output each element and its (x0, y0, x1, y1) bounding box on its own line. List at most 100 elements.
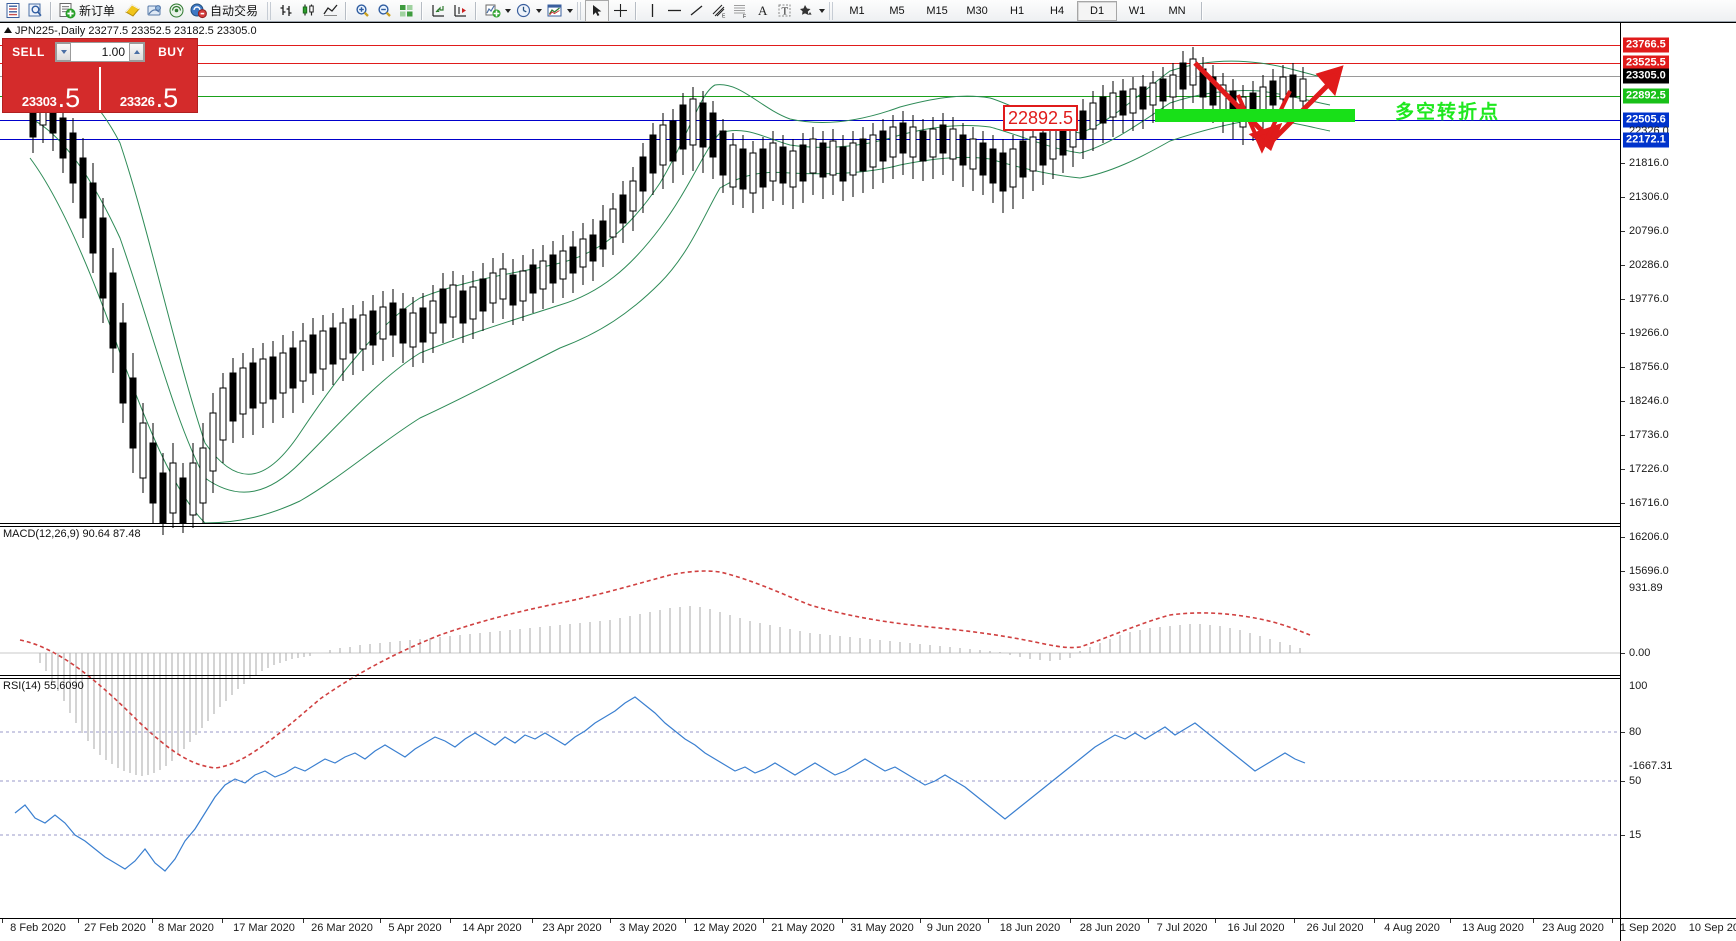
price-tick-19776: 19776.0 (1629, 293, 1669, 305)
macd-tick-zero: 0.00 (1629, 647, 1651, 659)
cursor-icon[interactable] (585, 0, 610, 22)
period-dropdown-caret[interactable] (534, 1, 543, 21)
macd-panel-divider-inner (0, 526, 1736, 527)
indicators-dropdown-caret[interactable] (503, 1, 512, 21)
chart-symbol-label: JPN225-,Daily 23277.5 23352.5 23182.5 23… (4, 25, 257, 37)
period-icon[interactable] (512, 1, 534, 21)
fibonacci-icon[interactable]: F (729, 1, 751, 21)
shapes-dropdown-caret[interactable] (817, 1, 826, 21)
sell-button[interactable]: SELL (12, 45, 45, 59)
date-label-12: 9 Jun 2020 (926, 922, 982, 934)
volume-value[interactable]: 1.00 (101, 45, 125, 59)
buy-price[interactable]: 23326 .5 (101, 65, 197, 112)
date-label-0: 8 Feb 2020 (10, 922, 66, 934)
text-label-icon[interactable]: A (751, 1, 773, 21)
volume-input[interactable]: 1.00 (55, 42, 145, 62)
templates-icon[interactable] (543, 1, 565, 21)
rsi-tick-15: 15 (1629, 829, 1642, 841)
buy-button[interactable]: BUY (158, 45, 185, 59)
axis-tick (380, 919, 381, 923)
trendline-icon[interactable] (685, 1, 707, 21)
resistance-line-2 (0, 63, 1620, 64)
price-axis[interactable]: 23766.5 23525.5 23305.0 22892.5 22505.6 … (1620, 23, 1736, 941)
zoom-out-icon[interactable] (373, 1, 395, 21)
data-window-icon[interactable] (24, 1, 46, 21)
auto-trading-label[interactable]: 自动交易 (210, 4, 259, 18)
sell-price[interactable]: 23303 .5 (3, 65, 99, 112)
toolbar-gripper[interactable] (267, 1, 273, 20)
templates-dropdown-caret[interactable] (565, 1, 574, 21)
toolbar-separator (1201, 1, 1204, 20)
price-tick-18246: 18246.0 (1629, 395, 1669, 407)
macd-tick-min: -1667.31 (1629, 760, 1673, 772)
axis-tick (1621, 571, 1625, 572)
collapse-triangle-icon[interactable] (4, 27, 12, 33)
auto-scroll-icon[interactable] (449, 1, 471, 21)
sell-price-main: 23303 (21, 94, 57, 109)
axis-tick (532, 919, 533, 923)
timeframe-m15[interactable]: M15 (926, 4, 948, 17)
date-label-6: 14 Apr 2020 (462, 922, 522, 934)
timeframe-h4[interactable]: H4 (1050, 4, 1065, 17)
trend-arrow-up (1270, 65, 1344, 143)
date-label-1: 27 Feb 2020 (84, 922, 146, 934)
horizontal-line-icon[interactable] (663, 1, 685, 21)
expert-advisor-icon[interactable] (121, 1, 143, 21)
one-click-trading-panel[interactable]: SELL 1.00 BUY 23303 .5 23326 .5 (2, 38, 198, 113)
macd-panel-divider (0, 523, 1736, 524)
crosshair-icon[interactable] (609, 1, 631, 21)
date-label-10: 21 May 2020 (771, 922, 835, 934)
vertical-line-icon[interactable] (641, 1, 663, 21)
signals-icon[interactable] (165, 1, 187, 21)
chart-window[interactable]: JPN225-,Daily 23277.5 23352.5 23182.5 23… (0, 22, 1736, 941)
svg-text:T: T (781, 6, 788, 18)
timeframe-m30[interactable]: M30 (966, 4, 988, 17)
shift-end-icon[interactable] (427, 1, 449, 21)
toolbar-gripper[interactable] (829, 1, 835, 20)
equidistant-channel-icon[interactable]: E (707, 1, 729, 21)
date-axis[interactable]: 8 Feb 2020 27 Feb 2020 8 Mar 2020 17 Mar… (0, 918, 1736, 940)
main-toolbar: 新订单 自动交易 (0, 0, 1736, 22)
macd-panel-label: MACD(12,26,9) 90.64 87.48 (3, 528, 141, 540)
terminal-icon[interactable] (143, 1, 165, 21)
axis-tick (1621, 197, 1625, 198)
zoom-in-icon[interactable] (351, 1, 373, 21)
market-watch-icon[interactable] (2, 1, 24, 21)
candlestick-chart-icon[interactable] (297, 1, 319, 21)
rsi-panel-divider (0, 675, 1736, 676)
tile-windows-icon[interactable] (395, 1, 417, 21)
text-icon[interactable]: T (773, 1, 795, 21)
line-chart-icon[interactable] (319, 1, 341, 21)
timeframe-w1[interactable]: W1 (1128, 4, 1146, 17)
price-annotation-box[interactable]: 22892.5 (1003, 105, 1079, 131)
axis-tick (1148, 919, 1149, 923)
bid-line-2 (0, 139, 1620, 140)
volume-decrease-button[interactable] (56, 43, 71, 61)
date-label-20: 23 Aug 2020 (1542, 922, 1604, 934)
bar-chart-icon[interactable] (275, 1, 297, 21)
shapes-icon[interactable] (795, 1, 817, 21)
axis-tick (1621, 333, 1625, 334)
date-label-5: 5 Apr 2020 (388, 922, 442, 934)
timeframe-mn[interactable]: MN (1168, 4, 1186, 17)
axis-tick (78, 919, 79, 923)
rsi-plot (0, 696, 1620, 872)
axis-tick (1621, 653, 1625, 654)
timeframe-m1[interactable]: M1 (849, 4, 865, 17)
price-label-resistance-1: 23766.5 (1623, 37, 1669, 53)
timeframe-h1[interactable]: H1 (1010, 4, 1025, 17)
volume-increase-button[interactable] (129, 43, 144, 61)
price-tick-21816: 21816.0 (1629, 157, 1669, 169)
date-label-15: 7 Jul 2020 (1156, 922, 1208, 934)
timeframe-d1[interactable]: D1 (1077, 0, 1118, 21)
macd-tick-max: 931.89 (1629, 582, 1663, 594)
new-order-icon[interactable] (56, 1, 78, 21)
price-tick-16206: 16206.0 (1629, 531, 1669, 543)
new-order-label[interactable]: 新订单 (79, 4, 116, 18)
toolbar-gripper[interactable] (577, 1, 583, 20)
toolbar-separator (635, 1, 638, 20)
timeframe-m5[interactable]: M5 (889, 4, 905, 17)
indicators-icon[interactable] (481, 1, 503, 21)
auto-trading-icon[interactable] (187, 1, 209, 21)
macd-plot (0, 570, 1620, 776)
